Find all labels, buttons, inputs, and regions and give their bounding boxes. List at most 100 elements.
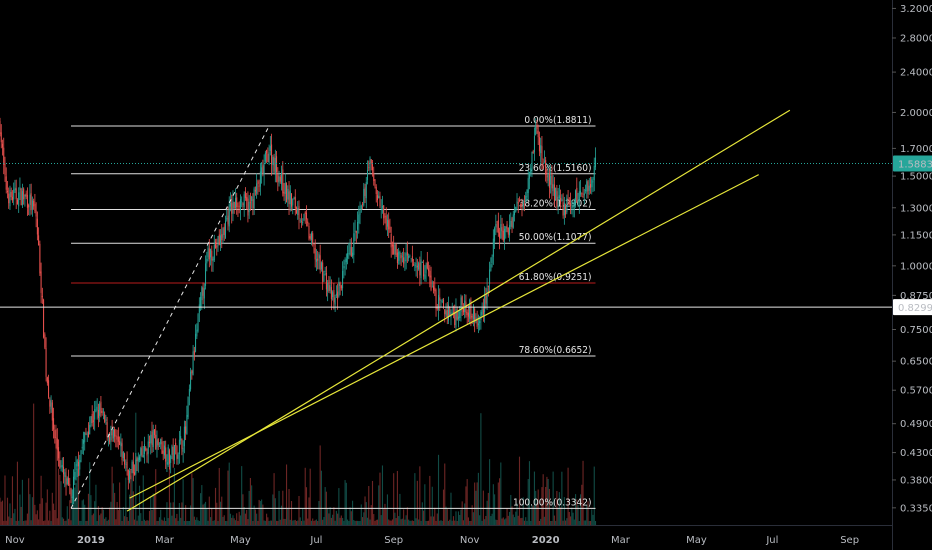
volume-bar <box>247 519 249 525</box>
candle-body <box>181 438 183 449</box>
volume-bar <box>490 516 492 525</box>
candle-body <box>413 264 415 265</box>
channel-trend-line[interactable] <box>126 109 791 512</box>
candle-body <box>319 255 321 271</box>
candle-body <box>188 388 190 396</box>
volume-bar <box>371 480 374 525</box>
channel-trend-line[interactable] <box>129 174 759 499</box>
volume-bar <box>102 509 104 525</box>
candle-body <box>374 179 376 187</box>
candle-body <box>328 279 330 291</box>
volume-bar <box>48 520 50 525</box>
volume-bar <box>484 519 486 525</box>
fib-level-label: 38.20%(1.2902) <box>519 198 592 209</box>
volume-bar <box>50 521 52 525</box>
volume-bar <box>84 504 86 525</box>
volume-bar <box>51 492 53 525</box>
candle-body <box>81 446 83 449</box>
candle-body <box>512 214 514 228</box>
volume-bar <box>34 504 36 525</box>
candle-body <box>58 447 60 459</box>
volume-bar <box>338 488 340 525</box>
candle-body <box>550 175 552 185</box>
volume-bar <box>432 516 435 525</box>
candle-body <box>157 439 159 446</box>
volume-bar <box>399 493 401 525</box>
candle-body <box>40 271 42 293</box>
volume-bar <box>90 495 92 525</box>
volume-bar <box>112 483 114 525</box>
candle-body <box>198 304 200 313</box>
volume-bar <box>521 517 523 525</box>
volume-bar <box>298 496 300 525</box>
volume-bar <box>183 520 185 525</box>
volume-bar <box>396 470 398 525</box>
volume-bar <box>406 507 408 525</box>
price-axis[interactable]: 3.2000 2.8000 2.4000 2.0000 1.7000 1.5000 1.30… <box>892 0 932 550</box>
candle-body <box>414 265 416 267</box>
candle-body <box>206 258 208 264</box>
volume-bar <box>368 486 370 525</box>
volume-bar <box>211 508 213 525</box>
volume-bar <box>242 494 244 525</box>
volume-bar <box>361 517 364 525</box>
candle-body <box>258 185 260 187</box>
candle-body <box>420 259 422 279</box>
time-tick-label: 2019 <box>77 535 105 546</box>
volume-bar <box>117 510 119 525</box>
fibonacci-levels[interactable]: 0.00%(1.8811) 23.60%(1.5160) 38.20%(1.2902… <box>71 115 596 509</box>
candle-body <box>540 145 542 154</box>
candle-body <box>373 173 375 182</box>
candle-body <box>187 396 189 417</box>
candle-body <box>120 441 122 447</box>
candle-body <box>313 244 315 245</box>
volume-bar <box>522 497 524 525</box>
time-tick-label: Jul <box>309 535 322 546</box>
time-tick-label: Sep <box>840 535 859 546</box>
candle-body <box>423 263 425 277</box>
drawings[interactable] <box>0 109 892 512</box>
candle-body <box>570 202 572 207</box>
volume-bar <box>404 519 406 525</box>
volume-bar <box>219 501 222 525</box>
time-axis[interactable]: Nov 2019 Mar May Jul Sep Nov 2020 Mar May Jul Sep <box>0 525 892 550</box>
volume-bar <box>480 413 482 525</box>
volume-bar <box>277 520 279 525</box>
candle-body <box>349 243 351 255</box>
candle-body <box>594 157 596 168</box>
volume-bar <box>163 517 166 525</box>
candle-body <box>74 471 76 480</box>
candle-body <box>82 440 84 444</box>
candle-body <box>399 251 401 255</box>
volume-bar <box>513 517 516 525</box>
volume-bar <box>499 478 501 525</box>
volume-bar <box>497 482 499 525</box>
candle-body <box>26 194 28 208</box>
volume-bar <box>56 518 58 525</box>
volume-bar <box>272 494 274 525</box>
volume-bar <box>19 494 21 525</box>
candle-body <box>409 255 411 257</box>
volume-bar <box>203 503 205 525</box>
volume-bar <box>147 520 149 525</box>
candle-body <box>115 435 117 437</box>
candle-body <box>208 248 210 260</box>
volume-bar <box>503 519 506 525</box>
candle-body <box>548 173 550 188</box>
candle-body <box>153 429 155 436</box>
volume-bar <box>314 520 316 525</box>
candle-body <box>168 450 170 464</box>
volume-bar <box>100 513 102 525</box>
candle-body <box>131 461 133 473</box>
candle-body <box>85 433 87 434</box>
candle-body <box>337 291 339 300</box>
volume-bar <box>217 520 219 525</box>
candle-body <box>197 314 199 331</box>
price-tick-label: 0.4300 <box>900 448 932 459</box>
candle-body <box>466 312 468 316</box>
candle-body <box>431 286 433 288</box>
candle-body <box>39 243 41 274</box>
volume-bar <box>369 519 371 525</box>
